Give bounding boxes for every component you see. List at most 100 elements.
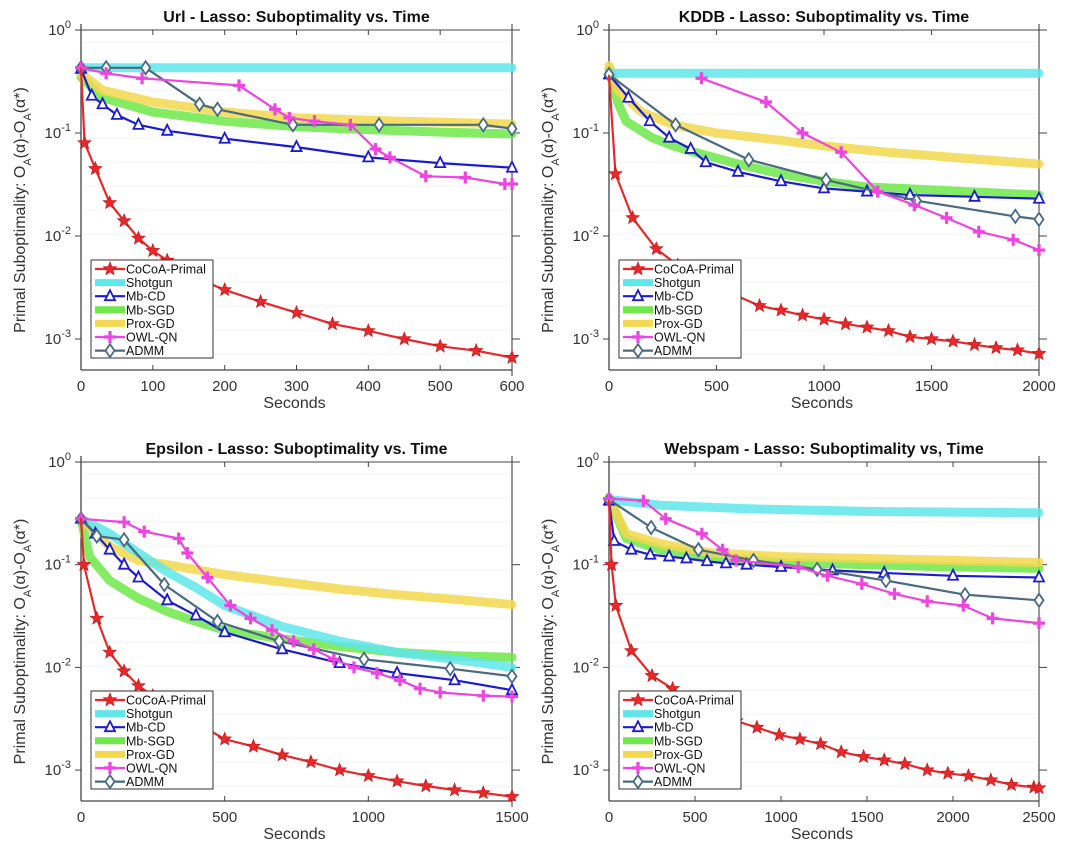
data-point-cocoa-primal bbox=[76, 556, 92, 572]
data-point-owl-qn bbox=[730, 554, 743, 567]
data-point-cocoa-primal bbox=[145, 242, 161, 258]
y-axis-label: Primal Suboptimality: OA(α)-OA(α*) bbox=[540, 519, 562, 765]
data-point-cocoa-primal bbox=[751, 297, 768, 313]
y-tick-label: 10-1 bbox=[573, 554, 599, 574]
data-point-owl-qn bbox=[888, 587, 901, 600]
legend-label: Mb-CD bbox=[654, 290, 694, 304]
x-tick-label: 1500 bbox=[495, 809, 528, 826]
data-point-owl-qn bbox=[266, 624, 279, 637]
y-tick-label: 100 bbox=[48, 451, 71, 471]
data-point-cocoa-primal bbox=[217, 731, 233, 746]
y-tick-label: 10-3 bbox=[573, 328, 599, 348]
legend-label: CoCoA-Primal bbox=[126, 694, 206, 708]
legend-label: CoCoA-Primal bbox=[654, 694, 734, 708]
data-point-owl-qn bbox=[759, 95, 772, 108]
data-point-cocoa-primal bbox=[396, 331, 412, 346]
data-point-cocoa-primal bbox=[1031, 780, 1047, 795]
data-point-owl-qn bbox=[383, 151, 396, 164]
x-tick-label: 1000 bbox=[764, 809, 797, 826]
x-axis-label: Seconds bbox=[791, 395, 853, 412]
data-point-owl-qn bbox=[224, 599, 237, 612]
series-line-owl-qn bbox=[700, 77, 1041, 252]
y-tick-label: 10-2 bbox=[45, 225, 71, 245]
legend-label: OWL-QN bbox=[654, 762, 705, 776]
legend-item-admm: ADMM bbox=[623, 342, 692, 359]
legend-item-owl-qn: OWL-QN bbox=[95, 331, 177, 345]
data-point-cocoa-primal bbox=[838, 316, 853, 331]
legend-marker-icon bbox=[632, 342, 644, 359]
data-point-owl-qn bbox=[283, 111, 296, 124]
series-admm bbox=[75, 59, 518, 137]
data-point-admm bbox=[820, 171, 832, 189]
data-point-owl-qn bbox=[695, 527, 708, 540]
legend-item-shotgun: Shotgun bbox=[95, 276, 173, 290]
legend-marker-icon bbox=[632, 331, 644, 343]
data-point-mb-cd bbox=[1032, 190, 1046, 204]
legend-item-cocoa-primal: CoCoA-Primal bbox=[623, 692, 734, 708]
legend-label: OWL-QN bbox=[126, 331, 177, 345]
y-tick-label: 10-1 bbox=[45, 554, 71, 574]
legend-label: Mb-CD bbox=[126, 721, 166, 735]
data-point-cocoa-primal bbox=[988, 340, 1004, 355]
data-point-cocoa-primal bbox=[468, 342, 484, 357]
data-point-mb-cd bbox=[946, 567, 960, 581]
data-point-owl-qn bbox=[855, 577, 868, 590]
legend-marker-icon bbox=[630, 692, 646, 707]
x-tick-label: 2000 bbox=[1022, 378, 1055, 395]
data-point-cocoa-primal bbox=[418, 778, 434, 793]
data-point-mb-cd bbox=[968, 188, 981, 202]
data-point-cocoa-primal bbox=[360, 767, 376, 783]
series-mb-cd bbox=[74, 510, 519, 696]
y-axis-label: Primal Suboptimality: OA(α)-OA(α*) bbox=[12, 519, 34, 765]
legend-item-prox-gd: Prox-GD bbox=[95, 317, 175, 331]
data-point-mb-cd bbox=[662, 548, 676, 562]
x-tick-label: 2500 bbox=[1022, 809, 1055, 826]
data-point-cocoa-primal bbox=[89, 610, 105, 625]
series-prox-gd bbox=[76, 514, 517, 609]
data-point-cocoa-primal bbox=[116, 213, 132, 228]
legend-item-mb-sgd: Mb-SGD bbox=[623, 303, 703, 317]
data-point-cocoa-primal bbox=[130, 678, 146, 693]
legend-label: Mb-SGD bbox=[654, 303, 703, 317]
series-layer bbox=[602, 61, 1047, 361]
data-point-cocoa-primal bbox=[102, 644, 118, 659]
data-point-cocoa-primal bbox=[795, 307, 810, 322]
data-point-mb-cd bbox=[700, 553, 714, 567]
x-tick-label: 300 bbox=[284, 378, 309, 395]
data-point-cocoa-primal bbox=[983, 772, 999, 787]
data-point-owl-qn bbox=[1033, 617, 1045, 630]
data-point-mb-cd bbox=[699, 154, 713, 168]
data-point-cocoa-primal bbox=[360, 322, 376, 338]
legend-label: Prox-GD bbox=[126, 317, 175, 331]
data-point-mb-cd bbox=[731, 163, 745, 177]
data-point-admm bbox=[358, 651, 370, 668]
data-point-cocoa-primal bbox=[475, 785, 491, 800]
x-tick-label: 0 bbox=[605, 378, 613, 395]
data-point-cocoa-primal bbox=[960, 767, 976, 783]
x-tick-label: 1000 bbox=[807, 378, 840, 395]
data-point-owl-qn bbox=[659, 512, 672, 525]
data-point-admm bbox=[211, 613, 224, 630]
data-point-cocoa-primal bbox=[389, 773, 405, 788]
data-point-admm bbox=[273, 633, 285, 650]
data-point-admm bbox=[880, 572, 892, 589]
legend-label: ADMM bbox=[126, 344, 164, 358]
data-point-admm bbox=[670, 116, 682, 133]
y-tick-label: 10-2 bbox=[573, 225, 599, 245]
data-point-admm bbox=[140, 59, 152, 76]
data-point-owl-qn bbox=[172, 532, 185, 545]
series-line-prox-gd bbox=[604, 493, 1044, 567]
chart-title: KDDB - Lasso: Suboptimality vs. Time bbox=[679, 9, 970, 26]
legend-label: Shotgun bbox=[654, 276, 701, 290]
series-line-prox-gd bbox=[76, 68, 517, 129]
data-point-mb-cd bbox=[433, 155, 447, 169]
data-point-cocoa-primal bbox=[504, 349, 520, 364]
data-point-cocoa-primal bbox=[966, 336, 983, 352]
data-point-mb-cd bbox=[679, 550, 693, 564]
data-point-cocoa-primal bbox=[897, 756, 913, 771]
data-point-owl-qn bbox=[307, 643, 320, 656]
data-point-owl-qn bbox=[506, 177, 518, 190]
data-point-cocoa-primal bbox=[288, 304, 305, 320]
legend-label: Shotgun bbox=[126, 276, 173, 290]
data-point-cocoa-primal bbox=[332, 762, 348, 777]
